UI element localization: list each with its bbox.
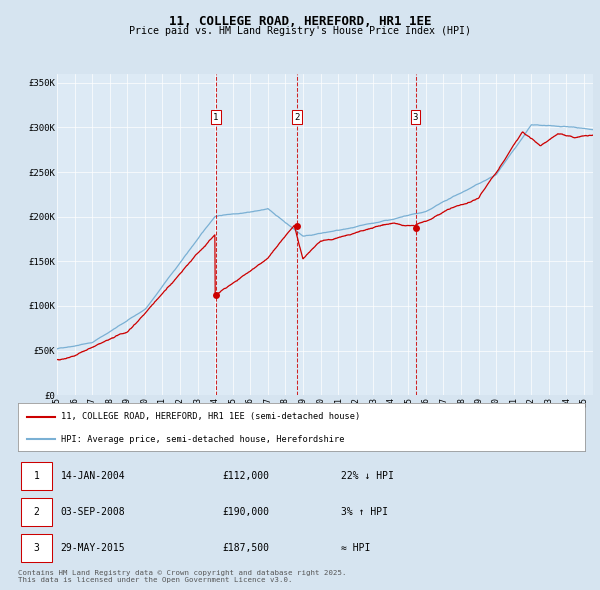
Text: £112,000: £112,000 [222,471,269,481]
Text: Contains HM Land Registry data © Crown copyright and database right 2025.
This d: Contains HM Land Registry data © Crown c… [18,570,347,583]
FancyBboxPatch shape [21,462,52,490]
Text: Price paid vs. HM Land Registry's House Price Index (HPI): Price paid vs. HM Land Registry's House … [129,26,471,36]
Text: 2: 2 [34,507,40,517]
FancyBboxPatch shape [21,534,52,562]
FancyBboxPatch shape [21,498,52,526]
Text: 22% ↓ HPI: 22% ↓ HPI [341,471,394,481]
Text: £187,500: £187,500 [222,543,269,553]
Text: ≈ HPI: ≈ HPI [341,543,371,553]
Text: 03-SEP-2008: 03-SEP-2008 [61,507,125,517]
Text: 1: 1 [213,113,218,122]
Text: 11, COLLEGE ROAD, HEREFORD, HR1 1EE (semi-detached house): 11, COLLEGE ROAD, HEREFORD, HR1 1EE (sem… [61,412,360,421]
Text: 29-MAY-2015: 29-MAY-2015 [61,543,125,553]
Text: 3: 3 [413,113,418,122]
Text: 3% ↑ HPI: 3% ↑ HPI [341,507,388,517]
Text: 14-JAN-2004: 14-JAN-2004 [61,471,125,481]
Text: £190,000: £190,000 [222,507,269,517]
Text: 2: 2 [295,113,300,122]
Text: HPI: Average price, semi-detached house, Herefordshire: HPI: Average price, semi-detached house,… [61,435,344,444]
Text: 1: 1 [34,471,40,481]
Text: 11, COLLEGE ROAD, HEREFORD, HR1 1EE: 11, COLLEGE ROAD, HEREFORD, HR1 1EE [169,15,431,28]
Text: 3: 3 [34,543,40,553]
